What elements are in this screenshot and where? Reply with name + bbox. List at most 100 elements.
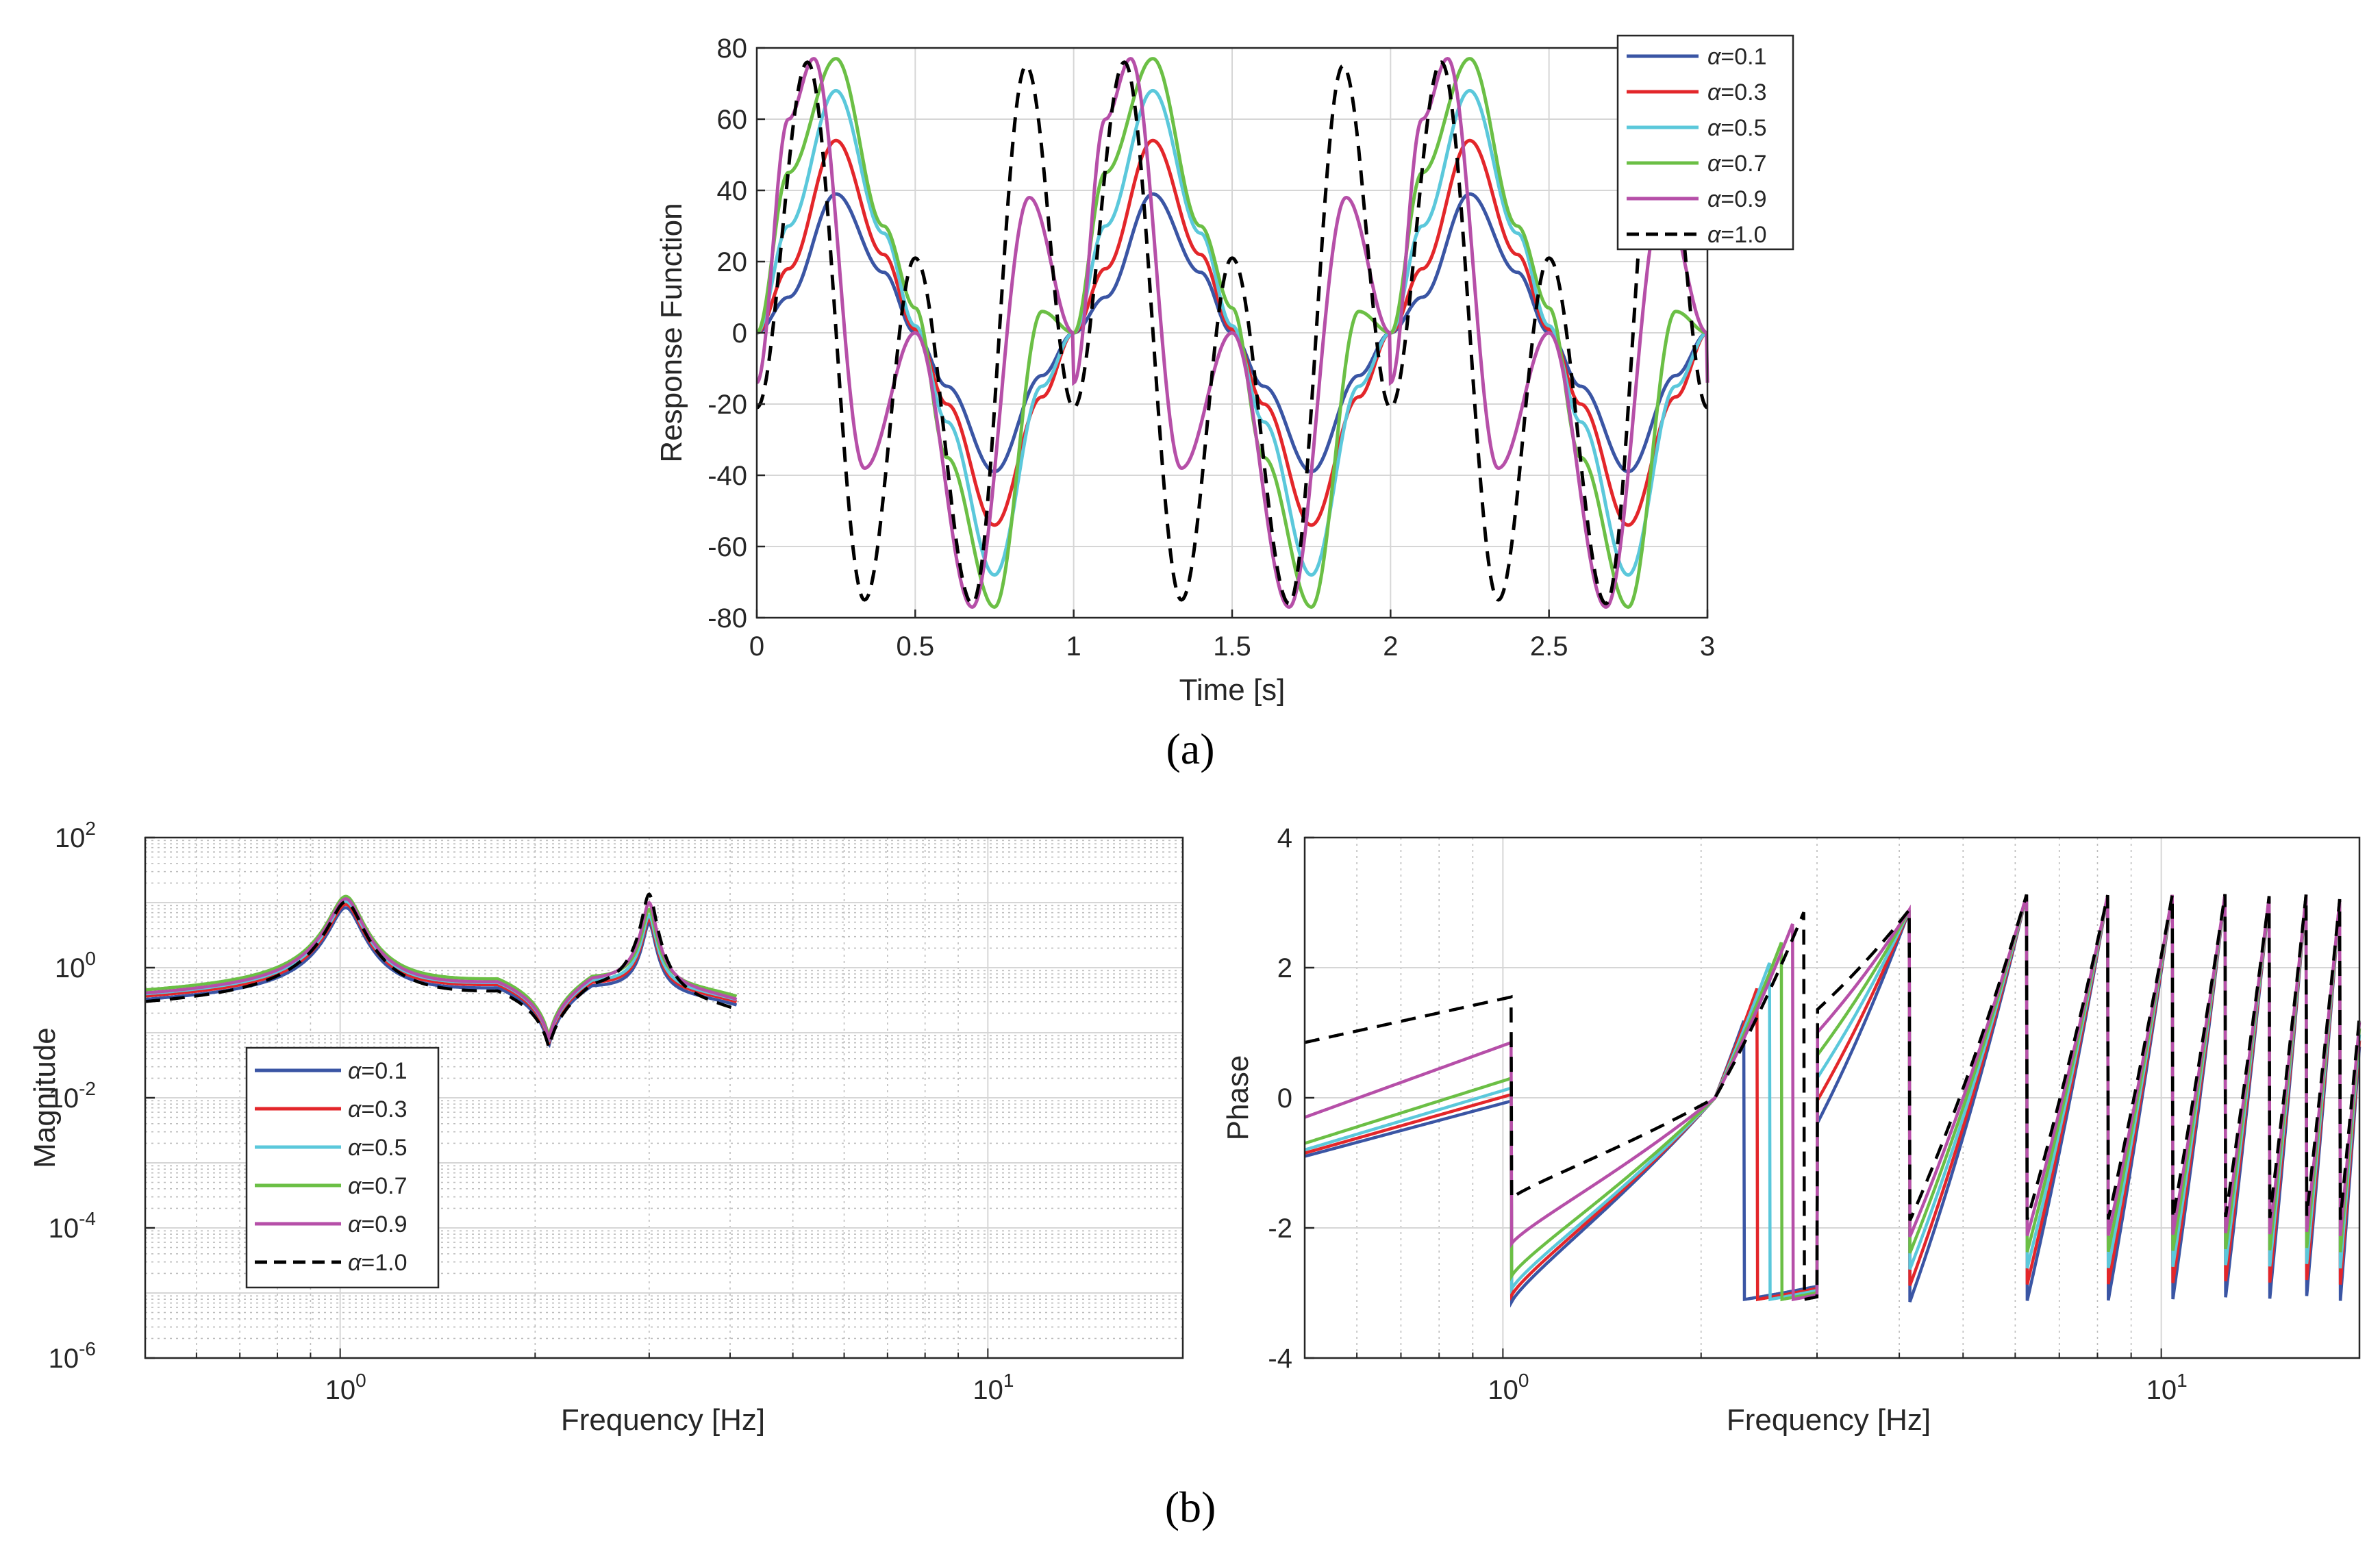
bp-ytick-label-3: 2	[1277, 953, 1292, 983]
bm-ytick-label-2-exponent: -2	[79, 1078, 96, 1099]
bm-legend-value-0: =0.1	[361, 1058, 407, 1084]
panel-label-b: (b)	[1165, 1483, 1216, 1531]
a-legend-value-0: =0.1	[1720, 44, 1766, 70]
bm-xtick-label-1-exponent: 1	[1003, 1370, 1014, 1391]
a-legend-label-0: α=0.1	[1707, 44, 1767, 70]
bm-series-line-5	[145, 892, 738, 1051]
bm-legend-greek-5: α	[348, 1250, 362, 1276]
bm-ytick-label-1-base: 10	[49, 1214, 79, 1244]
bm-ytick-label-0-base: 10	[49, 1344, 79, 1374]
bm-series-line-3	[145, 894, 738, 1039]
bm-xtick-label-0-exponent: 0	[355, 1370, 366, 1391]
a-ytick-label-6: 40	[717, 176, 748, 206]
bm-legend-value-2: =0.5	[361, 1135, 407, 1161]
a-legend-value-2: =0.5	[1720, 115, 1766, 141]
bm-ytick-label-4-base: 10	[55, 823, 86, 853]
a-legend-greek-3: α	[1707, 151, 1722, 177]
a-xtick-label-4: 2	[1383, 631, 1398, 662]
bp-series-line-0	[1304, 894, 2362, 1308]
a-series-group	[755, 56, 1709, 609]
a-xtick-label-3: 1.5	[1213, 631, 1251, 662]
a-legend-value-5: =1.0	[1720, 222, 1766, 248]
bm-legend-value-3: =0.7	[361, 1173, 407, 1199]
bm-legend: α=0.1α=0.3α=0.5α=0.7α=0.9α=1.0	[245, 1046, 440, 1289]
a-ytick-label-0: -80	[707, 603, 747, 633]
bm-xtick-label-0-base: 10	[325, 1375, 356, 1405]
a-legend-greek-5: α	[1707, 222, 1722, 248]
bm-ytick-label-3-exponent: 0	[85, 948, 96, 969]
bp-series-line-3	[1304, 894, 2362, 1302]
bp-ytick-label-2: 0	[1277, 1083, 1292, 1114]
a-xtick-label-2: 1	[1066, 631, 1081, 662]
bm-legend-label-3: α=0.7	[348, 1173, 408, 1199]
bp-xtick-label-0-base: 10	[1488, 1375, 1518, 1405]
bm-legend-greek-2: α	[348, 1135, 362, 1161]
a-ytick-label-7: 60	[717, 105, 748, 135]
bm-legend-value-5: =1.0	[361, 1250, 407, 1276]
bm-ytick-label-1: 10-4	[49, 1208, 96, 1244]
bm-ytick-label-3: 100	[55, 948, 96, 983]
a-legend-label-3: α=0.7	[1707, 151, 1767, 177]
a-legend-box	[1616, 34, 1794, 251]
bm-legend-label-2: α=0.5	[348, 1135, 408, 1161]
a-xtick-label-0: 0	[749, 631, 764, 662]
bp-ytick-label-0: -4	[1268, 1344, 1292, 1374]
bm-series-group	[145, 892, 738, 1051]
a-legend-greek-4: α	[1707, 186, 1722, 212]
bm-ytick-label-4-exponent: 2	[85, 818, 96, 839]
bm-ytick-label-3-base: 10	[55, 953, 86, 983]
bp-ytick-label-4: 4	[1277, 823, 1292, 853]
a-series-line-1	[756, 138, 1708, 527]
a-legend-label-5: α=1.0	[1707, 222, 1767, 248]
a-series-line-3	[756, 57, 1708, 609]
a-legend-greek-0: α	[1707, 44, 1722, 70]
panel-label-a: (a)	[1166, 725, 1214, 773]
bm-legend-greek-0: α	[348, 1058, 362, 1084]
bp-series-line-2	[1304, 894, 2362, 1302]
a-ylabel: Response Function	[655, 203, 688, 462]
bm-legend-value-1: =0.3	[361, 1096, 407, 1122]
bp-series-line-5	[1304, 894, 2362, 1301]
bm-ytick-label-0-exponent: -6	[79, 1338, 96, 1359]
bm-ytick-label-0: 10-6	[49, 1338, 96, 1374]
a-ytick-label-5: 20	[717, 247, 748, 277]
a-ytick-label-3: -20	[707, 390, 747, 420]
a-ytick-label-8: 80	[717, 34, 748, 64]
a-xtick-label-6: 3	[1700, 631, 1715, 662]
bm-xlabel: Frequency [Hz]	[561, 1403, 765, 1437]
bp-xtick-label-0-exponent: 0	[1518, 1370, 1529, 1391]
bm-ytick-label-2: 10-2	[49, 1078, 96, 1114]
bm-grid	[145, 837, 1183, 1359]
a-xtick-label-5: 2.5	[1530, 631, 1568, 662]
bp-xtick-label-0: 100	[1488, 1370, 1529, 1405]
a-ytick-label-1: -60	[707, 532, 747, 562]
bm-legend-greek-4: α	[348, 1211, 362, 1237]
a-legend-greek-1: α	[1707, 79, 1722, 105]
bm-legend-label-5: α=1.0	[348, 1250, 408, 1276]
a-legend-value-1: =0.3	[1720, 79, 1766, 105]
bp-xtick-label-1-base: 10	[2146, 1375, 2177, 1405]
bm-ytick-label-1-exponent: -4	[79, 1208, 96, 1229]
a-xlabel: Time [s]	[1179, 673, 1286, 707]
bp-xtick-label-1-exponent: 1	[2177, 1370, 2188, 1391]
a-tick-labels: 0 0.5 1 1.5 2 2.5 3 -80 -60 -40 -20 0 20 40 60 80	[707, 34, 1715, 662]
a-ytick-label-2: -40	[707, 461, 747, 491]
bm-legend-label-4: α=0.9	[348, 1211, 408, 1237]
a-legend: α=0.1α=0.3α=0.5α=0.7α=0.9α=1.0	[1616, 34, 1794, 251]
bm-legend-greek-3: α	[348, 1173, 362, 1199]
bm-legend-box	[245, 1046, 440, 1289]
bm-legend-value-4: =0.9	[361, 1211, 407, 1237]
bm-ytick-label-4: 102	[55, 818, 96, 853]
bp-series-line-4	[1304, 894, 2362, 1302]
bm-xtick-label-1-base: 10	[973, 1375, 1003, 1405]
bp-ylabel: Phase	[1221, 1055, 1255, 1141]
a-legend-value-4: =0.9	[1720, 186, 1766, 212]
a-series-line-4	[755, 56, 1709, 609]
bp-ytick-label-1: -2	[1268, 1214, 1292, 1244]
a-legend-label-1: α=0.3	[1707, 79, 1767, 105]
